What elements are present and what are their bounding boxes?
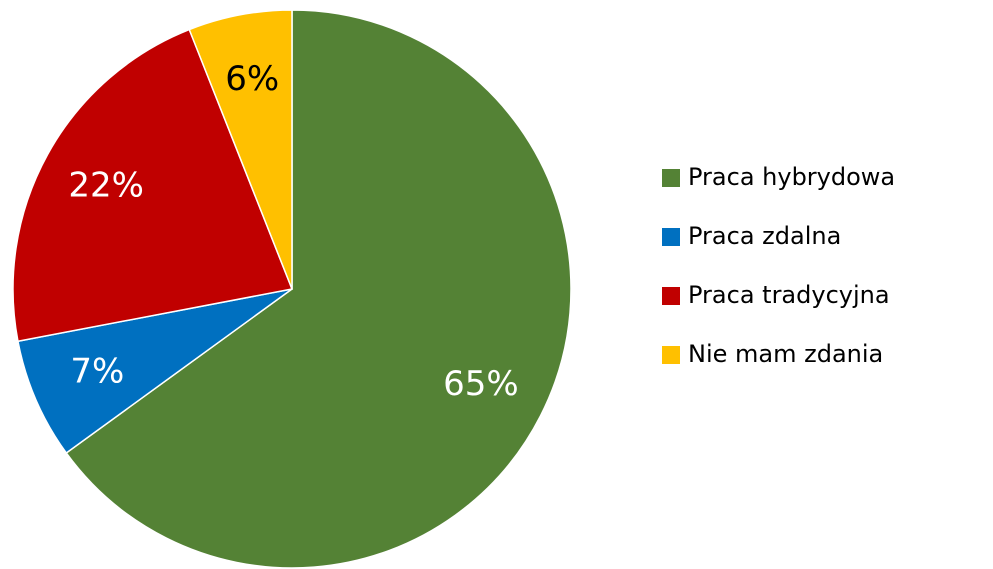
data-label: 22%	[68, 165, 144, 205]
legend-label: Praca tradycyjna	[688, 281, 890, 309]
legend-swatch	[662, 346, 680, 364]
data-label: 7%	[70, 352, 124, 392]
data-label: 65%	[443, 364, 519, 404]
pie-slice	[17, 288, 293, 455]
pie-slice	[12, 28, 294, 343]
legend-label: Praca hybrydowa	[688, 163, 895, 191]
pie-slice	[65, 9, 572, 569]
legend-swatch	[662, 287, 680, 305]
pie-slice	[188, 9, 293, 290]
legend-swatch	[662, 228, 680, 246]
data-label: 6%	[225, 59, 279, 99]
legend-swatch	[662, 169, 680, 187]
legend-label: Praca zdalna	[688, 222, 841, 250]
legend-label: Nie mam zdania	[688, 340, 883, 368]
